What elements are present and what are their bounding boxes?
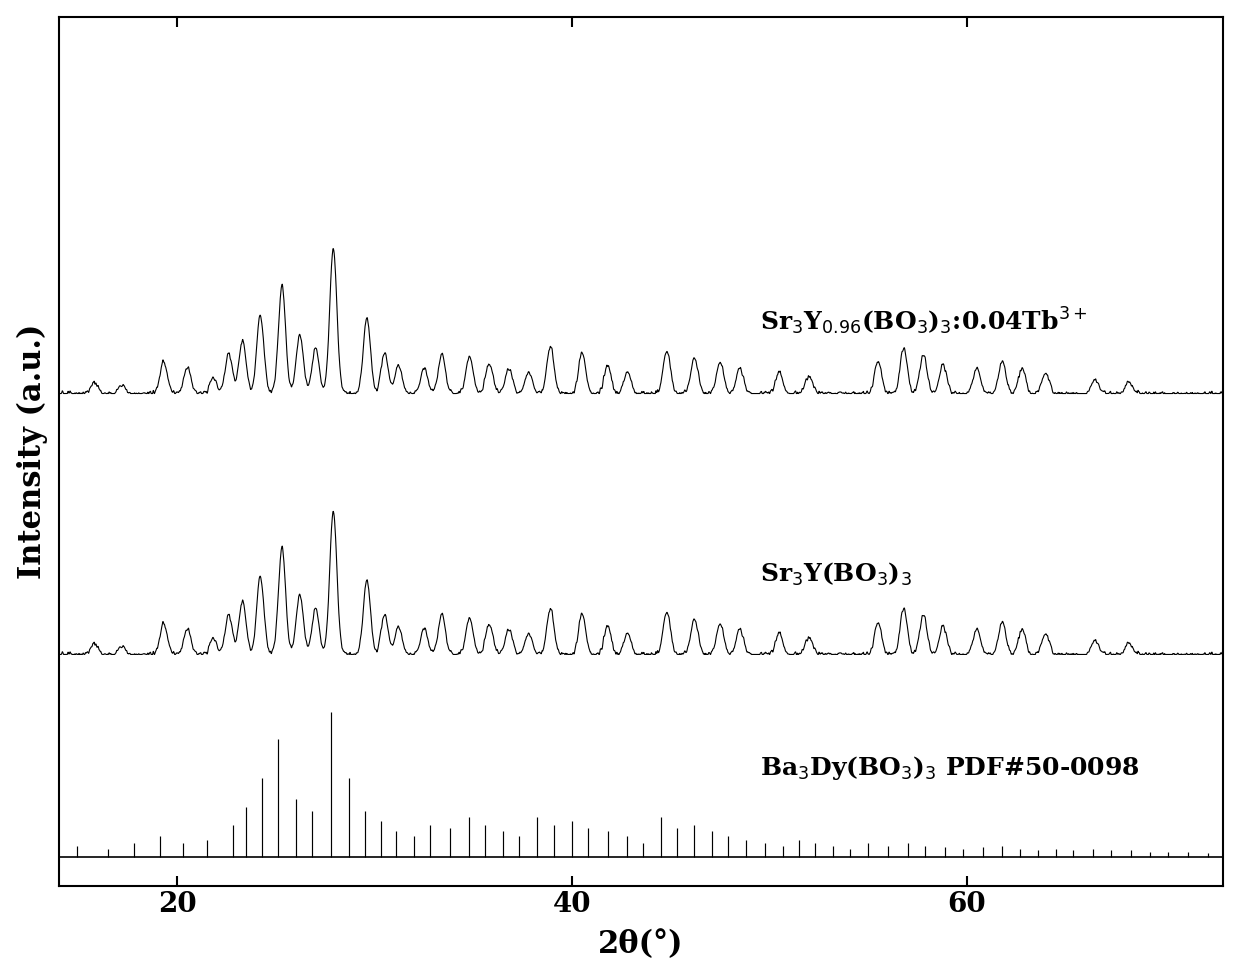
Text: Sr$_3$Y(BO$_3$)$_3$: Sr$_3$Y(BO$_3$)$_3$ <box>760 561 911 588</box>
Y-axis label: Intensity (a.u.): Intensity (a.u.) <box>16 323 48 579</box>
Text: Ba$_3$Dy(BO$_3$)$_3$ PDF#50-0098: Ba$_3$Dy(BO$_3$)$_3$ PDF#50-0098 <box>760 753 1140 782</box>
Text: Sr$_3$Y$_{0.96}$(BO$_3$)$_3$:0.04Tb$^{3+}$: Sr$_3$Y$_{0.96}$(BO$_3$)$_3$:0.04Tb$^{3+… <box>760 306 1087 337</box>
X-axis label: 2θ(°): 2θ(°) <box>599 929 684 960</box>
